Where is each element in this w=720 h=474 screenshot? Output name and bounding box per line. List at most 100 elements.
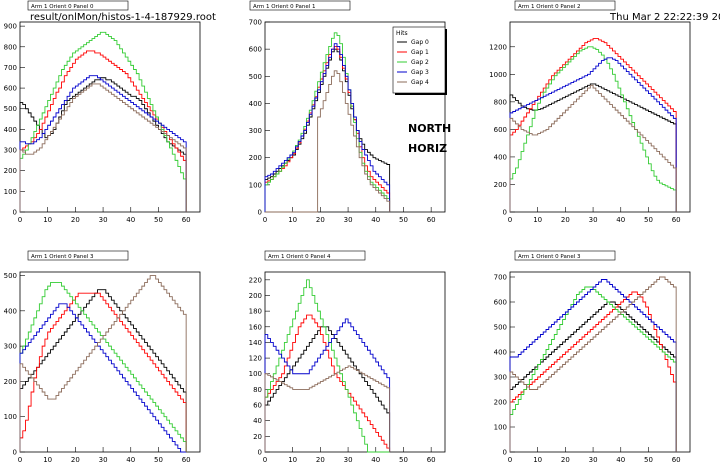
legend-entry: Gap 2 bbox=[411, 59, 429, 66]
histogram-series bbox=[264, 365, 391, 452]
histogram-series bbox=[265, 70, 391, 213]
x-tick-label: 60 bbox=[672, 216, 681, 224]
x-tick-label: 50 bbox=[399, 216, 408, 224]
histogram-series bbox=[509, 46, 677, 212]
y-tick-label: 20 bbox=[253, 433, 262, 441]
y-tick-label: 500 bbox=[4, 105, 17, 113]
x-tick-label: 10 bbox=[288, 216, 297, 224]
x-tick-label: 40 bbox=[126, 216, 135, 224]
x-tick-label: 0 bbox=[508, 216, 512, 224]
plot-frame bbox=[509, 21, 691, 213]
y-tick-label: 180 bbox=[249, 308, 262, 316]
x-tick-label: 0 bbox=[18, 216, 22, 224]
x-tick-label: 20 bbox=[71, 456, 80, 464]
y-tick-label: 600 bbox=[249, 46, 262, 54]
y-tick-label: 0 bbox=[503, 449, 507, 457]
histogram-series bbox=[19, 83, 187, 212]
y-tick-label: 100 bbox=[4, 188, 17, 196]
y-tick-label: 400 bbox=[494, 349, 507, 357]
panel-title: Arm 1 Orient 0 Panel 3 bbox=[31, 254, 94, 260]
file-name: result/onlMon/histos-1-4-187929.root bbox=[30, 12, 216, 23]
histogram-series bbox=[509, 301, 677, 452]
x-tick-label: 0 bbox=[508, 456, 512, 464]
histogram-series bbox=[509, 279, 677, 452]
x-tick-label: 40 bbox=[616, 216, 625, 224]
histogram-series bbox=[19, 275, 187, 452]
y-tick-label: 200 bbox=[249, 292, 262, 300]
legend-entry: Gap 1 bbox=[411, 49, 429, 56]
x-tick-label: 40 bbox=[126, 456, 135, 464]
x-tick-label: 10 bbox=[288, 456, 297, 464]
panel-title-box bbox=[514, 250, 616, 261]
y-tick-label: 200 bbox=[249, 154, 262, 162]
x-tick-label: 30 bbox=[344, 216, 353, 224]
y-tick-label: 100 bbox=[4, 413, 17, 421]
histogram-series bbox=[264, 48, 391, 212]
histogram-series bbox=[19, 303, 187, 453]
histogram-series bbox=[19, 75, 187, 212]
x-tick-label: 40 bbox=[616, 456, 625, 464]
y-tick-label: 500 bbox=[249, 73, 262, 81]
x-tick-label: 60 bbox=[427, 216, 436, 224]
plot-frame bbox=[19, 271, 201, 453]
x-tick-label: 10 bbox=[533, 456, 542, 464]
x-tick-label: 30 bbox=[589, 216, 598, 224]
x-tick-label: 10 bbox=[43, 216, 52, 224]
panel-title: Arm 1 Orient 0 Panel 4 bbox=[268, 254, 331, 260]
x-tick-label: 0 bbox=[263, 456, 267, 464]
x-tick-label: 50 bbox=[154, 216, 163, 224]
x-tick-label: 30 bbox=[589, 456, 598, 464]
histogram-series bbox=[264, 314, 391, 452]
x-tick-label: 50 bbox=[644, 216, 653, 224]
panel-title: Arm 1 Orient 0 Panel 1 bbox=[253, 4, 316, 10]
x-tick-label: 30 bbox=[344, 456, 353, 464]
y-tick-label: 300 bbox=[4, 147, 17, 155]
panel-title: Arm 1 Orient 0 Panel 3 bbox=[518, 254, 581, 260]
y-tick-label: 300 bbox=[494, 374, 507, 382]
x-tick-label: 50 bbox=[154, 456, 163, 464]
y-tick-label: 900 bbox=[4, 23, 17, 31]
x-tick-label: 50 bbox=[399, 456, 408, 464]
y-tick-label: 120 bbox=[249, 355, 262, 363]
histogram-series bbox=[509, 291, 677, 452]
y-tick-label: 200 bbox=[4, 378, 17, 386]
legend-title: Hits bbox=[396, 30, 408, 37]
x-tick-label: 40 bbox=[371, 456, 380, 464]
histogram-series bbox=[264, 279, 390, 453]
y-tick-label: 800 bbox=[494, 98, 507, 106]
x-tick-label: 0 bbox=[263, 216, 267, 224]
panel-title-box bbox=[514, 0, 616, 11]
x-tick-label: 30 bbox=[99, 216, 108, 224]
histogram-series bbox=[19, 289, 187, 452]
side-label: NORTH bbox=[408, 122, 452, 135]
histogram-series bbox=[264, 318, 391, 452]
plot-frame bbox=[264, 271, 446, 453]
panel-title-box bbox=[27, 0, 129, 11]
y-tick-label: 700 bbox=[249, 19, 262, 27]
histogram-series bbox=[19, 282, 187, 452]
y-tick-label: 500 bbox=[494, 324, 507, 332]
y-tick-label: 400 bbox=[249, 100, 262, 108]
y-tick-label: 400 bbox=[494, 153, 507, 161]
y-tick-label: 400 bbox=[4, 126, 17, 134]
y-tick-label: 200 bbox=[494, 399, 507, 407]
legend-entry: Gap 3 bbox=[411, 69, 429, 76]
x-tick-label: 20 bbox=[316, 216, 325, 224]
histogram-series bbox=[509, 286, 677, 452]
panel-title: Arm 1 Orient 0 Panel 2 bbox=[518, 4, 581, 10]
x-tick-label: 10 bbox=[43, 456, 52, 464]
panel-title-box bbox=[249, 0, 351, 11]
y-tick-label: 1000 bbox=[489, 71, 507, 79]
y-tick-label: 100 bbox=[249, 370, 262, 378]
y-tick-label: 40 bbox=[253, 417, 262, 425]
x-tick-label: 20 bbox=[561, 216, 570, 224]
y-tick-label: 0 bbox=[13, 449, 17, 457]
plot-frame bbox=[509, 271, 691, 453]
y-tick-label: 700 bbox=[494, 274, 507, 282]
panel-title-box bbox=[264, 250, 366, 261]
x-tick-label: 60 bbox=[182, 216, 191, 224]
histogram-series bbox=[264, 32, 391, 212]
y-tick-label: 0 bbox=[258, 209, 262, 217]
histogram-series bbox=[264, 43, 391, 212]
x-tick-label: 20 bbox=[71, 216, 80, 224]
